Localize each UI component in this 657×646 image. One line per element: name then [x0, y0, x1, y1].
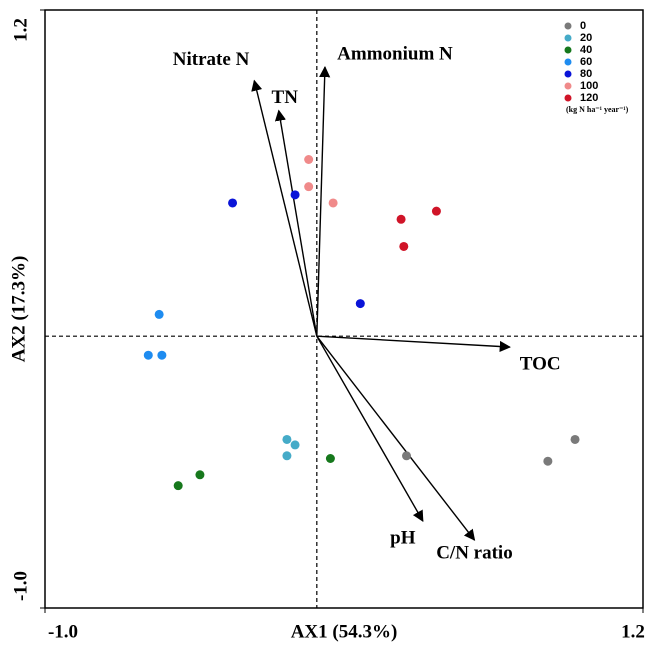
- legend-marker: [564, 70, 572, 78]
- legend-marker: [564, 58, 572, 66]
- data-point: [399, 241, 409, 251]
- plot-frame: [44, 9, 644, 609]
- data-point: [304, 182, 314, 192]
- loading-arrow: [274, 109, 318, 337]
- data-point: [157, 350, 167, 360]
- legend-label: 80: [580, 68, 592, 80]
- data-point: [282, 451, 292, 461]
- data-point: [173, 481, 183, 491]
- legend-label: 120: [580, 92, 598, 104]
- data-point: [304, 155, 314, 164]
- data-point: [282, 434, 292, 444]
- legend-marker: [564, 22, 572, 30]
- legend-note: (kg N ha⁻¹ year⁻¹): [566, 105, 629, 114]
- loading-label: Ammonium N: [337, 43, 453, 64]
- data-point: [543, 456, 553, 466]
- legend-marker: [564, 94, 572, 102]
- legend-marker: [564, 82, 572, 90]
- loading-arrow: [316, 335, 424, 522]
- data-point: [290, 190, 300, 200]
- data-point: [431, 206, 441, 216]
- y-axis-title: AX2 (17.3%): [8, 256, 29, 363]
- data-point: [328, 198, 338, 208]
- legend-label: 40: [580, 44, 592, 56]
- loading-label: TN: [272, 87, 299, 108]
- y-tick-label: 1.2: [10, 18, 31, 42]
- loading-arrow: [251, 79, 318, 337]
- data-point: [290, 440, 300, 450]
- legend-label: 20: [580, 32, 592, 44]
- data-point: [402, 451, 412, 461]
- loading-label: Nitrate N: [173, 49, 250, 70]
- data-point: [396, 214, 406, 224]
- loading-arrow: [316, 335, 511, 353]
- x-axis-title: AX1 (54.3%): [291, 621, 398, 642]
- data-point: [355, 299, 365, 309]
- x-tick-label: 1.2: [621, 621, 645, 642]
- loading-arrow: [316, 335, 476, 541]
- legend-label: 60: [580, 56, 592, 68]
- data-point: [228, 198, 238, 208]
- data-point: [154, 309, 164, 319]
- data-point: [570, 434, 580, 444]
- loading-label: TOC: [520, 353, 561, 374]
- legend-marker: [564, 34, 572, 42]
- data-point: [143, 350, 153, 360]
- data-point: [195, 470, 205, 480]
- y-tick-label: -1.0: [10, 571, 31, 601]
- loading-arrow: [316, 65, 331, 337]
- loading-label: pH: [390, 527, 416, 548]
- x-tick-label: -1.0: [48, 621, 78, 642]
- legend-label: 100: [580, 80, 598, 92]
- data-point: [325, 454, 335, 463]
- legend-label: 0: [580, 20, 586, 32]
- loading-label: C/N ratio: [436, 542, 513, 563]
- legend-marker: [564, 46, 572, 54]
